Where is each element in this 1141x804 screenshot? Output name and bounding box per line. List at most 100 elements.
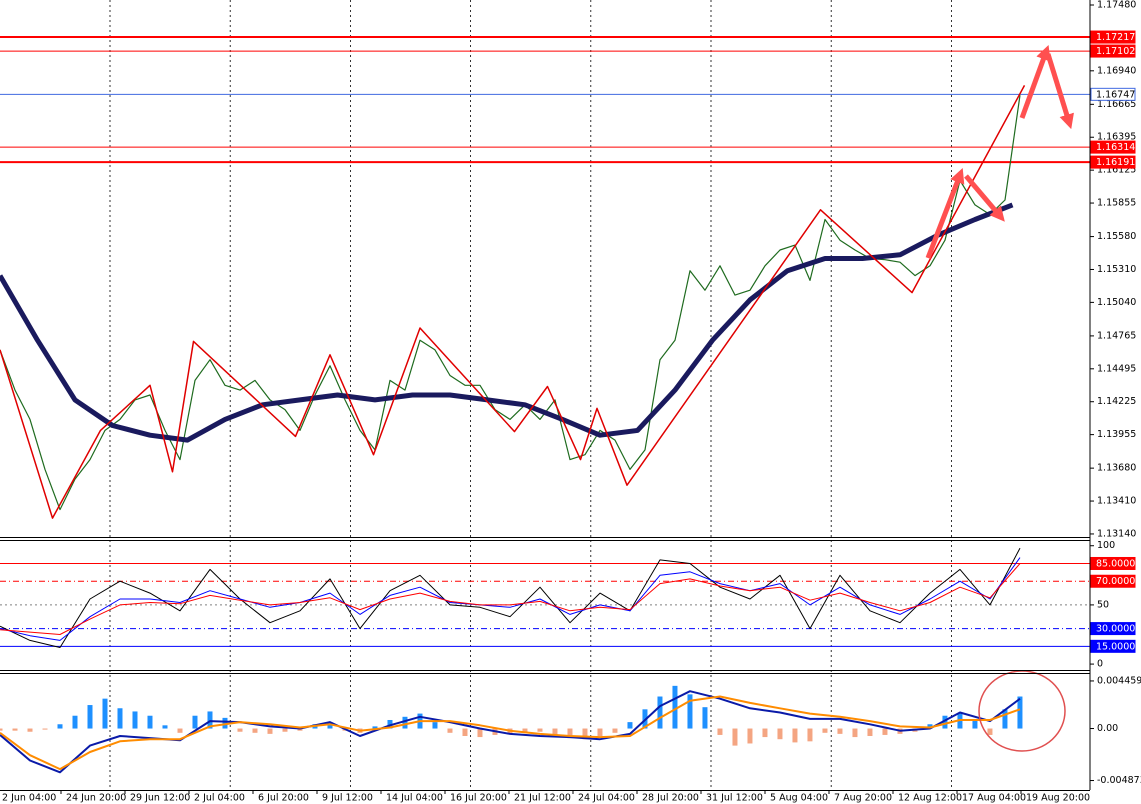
histogram-bar — [792, 728, 798, 743]
histogram-bar — [762, 728, 768, 738]
histogram-bar — [132, 711, 138, 729]
x-tick-label: 28 Jul 20:00 — [642, 793, 699, 804]
y-tick-label: 0.00 — [1097, 723, 1118, 734]
histogram-bar — [327, 722, 333, 729]
histogram-bar — [477, 728, 483, 738]
level-label-box — [1090, 140, 1136, 154]
y-tick-label: 1.15580 — [1097, 231, 1136, 242]
series-line — [0, 563, 1021, 635]
histogram-bar — [777, 728, 783, 740]
y-tick-label: 1.13140 — [1097, 528, 1136, 539]
histogram-bar — [372, 726, 378, 729]
x-tick-label: 24 Jun 20:00 — [66, 793, 126, 804]
histogram-bar — [462, 728, 468, 737]
level-label: 30.0000 — [1096, 624, 1135, 635]
histogram-bar — [237, 728, 243, 732]
x-tick-label: 29 Jun 12:00 — [130, 793, 190, 804]
level-label: 85.0000 — [1096, 558, 1135, 569]
histogram-bar — [687, 694, 693, 729]
histogram-bar — [282, 728, 288, 732]
level-label: 1.16191 — [1096, 157, 1135, 168]
arrow-down — [964, 174, 1005, 222]
vertical-grid — [109, 0, 952, 790]
histogram-bar — [657, 696, 663, 729]
histogram-bar — [732, 728, 738, 746]
histogram-bar — [297, 728, 303, 731]
x-tick-label: 6 Jul 20:00 — [258, 793, 309, 804]
histogram-bar — [672, 685, 678, 729]
panel — [0, 36, 1090, 519]
level-label-box — [1090, 639, 1136, 653]
y-tick-label: 1.13955 — [1097, 429, 1136, 440]
series-line — [0, 695, 1021, 771]
histogram-bar — [222, 717, 228, 729]
x-tick-label: 16 Jul 20:00 — [450, 793, 507, 804]
series-line — [0, 202, 1014, 443]
histogram-bar — [597, 728, 603, 737]
x-tick-label: 14 Jul 04:00 — [386, 793, 443, 804]
histogram-bar — [117, 708, 123, 729]
histogram-bar — [987, 728, 993, 735]
level-label-box — [1090, 622, 1136, 636]
level-label-box — [1090, 30, 1136, 44]
y-tick-label: 50 — [1097, 599, 1109, 610]
level-label: 1.16747 — [1096, 89, 1135, 100]
x-tick-label: 12 Aug 12:00 — [898, 793, 962, 804]
y-tick-label: 1.15310 — [1097, 264, 1136, 275]
y-tick-label: 1.17480 — [1097, 0, 1136, 10]
y-tick-label: 0 — [1097, 659, 1103, 670]
x-tick-label: 5 Aug 04:00 — [770, 793, 828, 804]
series-line — [0, 547, 1021, 648]
histogram-bar — [582, 728, 588, 740]
y-tick-label: 1.14225 — [1097, 396, 1136, 407]
y-tick-label: 1.13680 — [1097, 463, 1136, 474]
histogram-bar — [207, 711, 213, 729]
panel — [0, 685, 1023, 774]
histogram-bar — [447, 728, 453, 733]
y-tick-label: 1.16665 — [1097, 99, 1136, 110]
panel — [0, 547, 1090, 648]
histogram-bar — [162, 725, 168, 729]
histogram-bar — [567, 728, 573, 739]
arrow-down — [1045, 53, 1074, 130]
level-label-box — [1090, 44, 1136, 58]
histogram-bar — [1002, 709, 1008, 729]
series-line — [0, 85, 1026, 519]
x-tick-label: 17 Aug 04:00 — [962, 793, 1026, 804]
y-tick-label: 1.16125 — [1097, 165, 1136, 176]
y-tick-label: 1.15855 — [1097, 198, 1136, 209]
histogram-bar — [807, 728, 813, 742]
y-tick-label: 1.16940 — [1097, 65, 1136, 76]
plots — [0, 36, 1090, 774]
y-tick-label: -0.004873 — [1097, 775, 1141, 786]
series-line — [0, 557, 1021, 641]
histogram-bar — [942, 715, 948, 729]
x-tick-label: 7 Aug 20:00 — [834, 793, 892, 804]
histogram-bar — [252, 728, 258, 733]
histogram-bar — [27, 728, 33, 732]
annotations — [925, 44, 1074, 259]
level-label-box — [1090, 556, 1136, 570]
histogram-bar — [702, 707, 708, 729]
histogram-bar — [57, 724, 63, 729]
histogram-bar — [717, 728, 723, 735]
histogram-bar — [522, 728, 528, 733]
y-tick-label: 0.0044593 — [1097, 675, 1141, 686]
histogram-bar — [87, 705, 93, 729]
arrow-up — [925, 168, 965, 259]
y-tick-label: 1.14765 — [1097, 330, 1136, 341]
histogram-bar — [432, 722, 438, 729]
histogram-bar — [0, 728, 3, 731]
histogram-bar — [627, 722, 633, 729]
histogram-bar — [537, 728, 543, 732]
histogram-bar — [852, 728, 858, 738]
x-tick-label: 2 Jun 04:00 — [2, 793, 56, 804]
level-label: 1.16314 — [1096, 142, 1135, 153]
level-label: 1.17217 — [1096, 32, 1135, 43]
y-tick-label: 100 — [1097, 540, 1115, 551]
histogram-bar — [192, 715, 198, 729]
x-tick-label: 21 Jul 12:00 — [514, 793, 571, 804]
